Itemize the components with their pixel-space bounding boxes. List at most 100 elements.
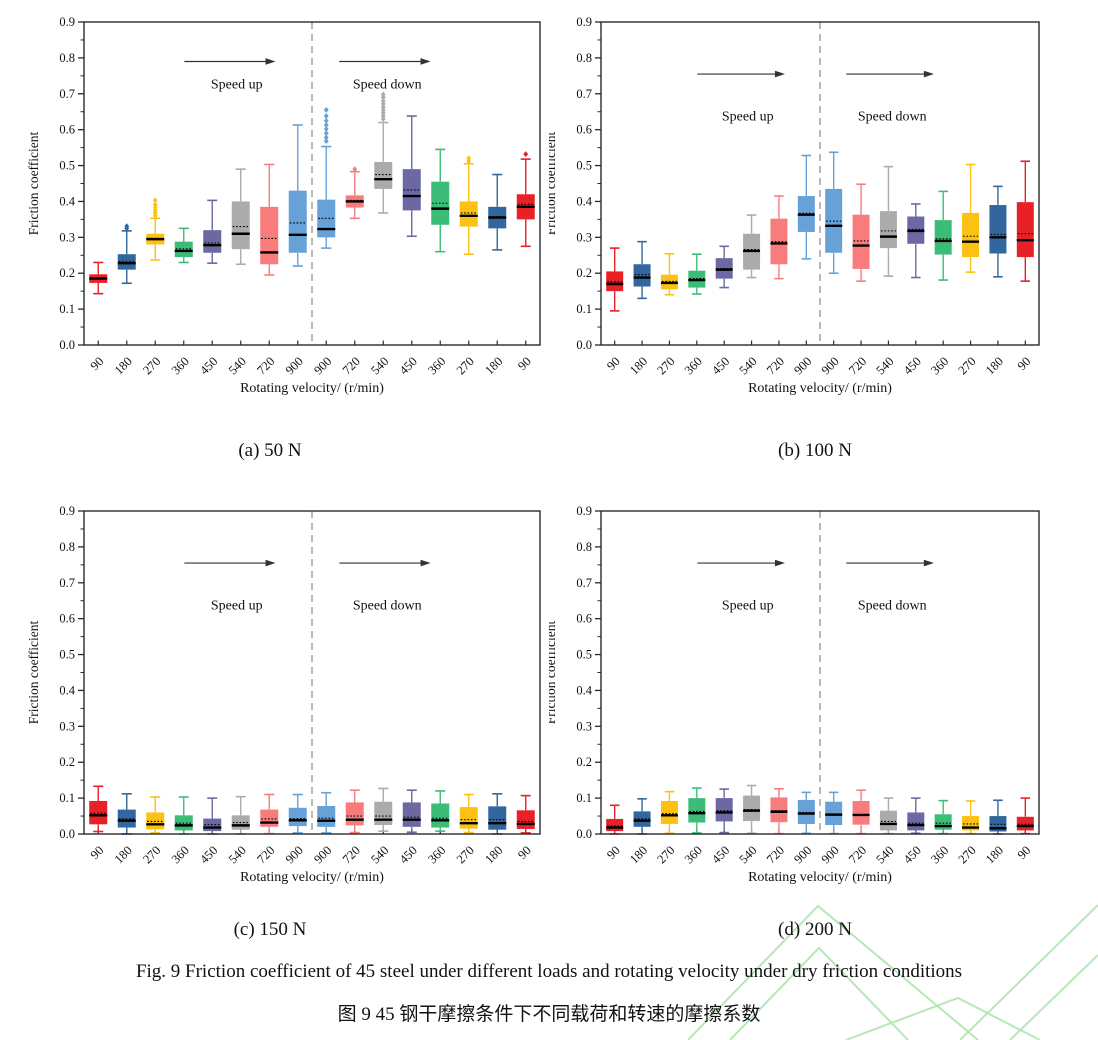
box-d-360-12 bbox=[934, 799, 952, 835]
box-a-270-2 bbox=[146, 197, 165, 261]
x-tick-label: 180 bbox=[482, 843, 505, 866]
subplot-label-d: (d) 200 N bbox=[778, 919, 852, 940]
x-tick-label: 180 bbox=[983, 354, 1006, 377]
speed-up-label: Speed up bbox=[722, 599, 774, 614]
y-tick-label: 0.0 bbox=[59, 827, 75, 841]
y-tick-label: 0.9 bbox=[576, 504, 592, 518]
figure-caption-english: Fig. 9 Friction coefficient of 45 steel … bbox=[135, 961, 963, 982]
chart-b-svg: Speed up Speed down0.00.10.20.30.40.50.60… bbox=[543, 15, 1040, 396]
outlier-marker bbox=[523, 151, 529, 158]
y-axis-title: Friction coefficient bbox=[26, 620, 41, 724]
y-tick-label: 0.5 bbox=[576, 159, 592, 173]
box-d-720-9 bbox=[852, 789, 870, 835]
box-a-90-15 bbox=[516, 151, 535, 248]
box-d-900-8 bbox=[825, 791, 843, 835]
y-tick-label: 0.8 bbox=[59, 540, 75, 554]
x-tick-label: 270 bbox=[956, 843, 979, 866]
x-tick-label: 270 bbox=[140, 843, 163, 866]
speed-down-label: Speed down bbox=[353, 599, 422, 614]
y-tick-label: 0.9 bbox=[59, 15, 75, 29]
box-a-900-8 bbox=[317, 106, 336, 249]
speed-up-label: Speed up bbox=[211, 599, 263, 614]
box-a-540-10 bbox=[374, 91, 393, 214]
box-a-450-4 bbox=[203, 199, 222, 264]
x-tick-label: 270 bbox=[454, 843, 477, 866]
chart-c-svg: Speed up Speed down0.00.10.20.30.40.50.60… bbox=[26, 504, 541, 885]
box-c-90-0 bbox=[89, 785, 108, 833]
box-a-450-11 bbox=[402, 115, 421, 238]
y-tick-label: 0.7 bbox=[576, 87, 592, 101]
outlier-marker bbox=[380, 113, 386, 120]
y-axis-title: Friction coefficient bbox=[549, 620, 558, 724]
box-a-360-12 bbox=[431, 148, 450, 253]
x-tick-label: 360 bbox=[682, 843, 705, 866]
y-axis-title: Friction coefficient bbox=[549, 131, 558, 235]
subplot-label-b: (b) 100 N bbox=[778, 440, 852, 461]
box-d-450-4 bbox=[715, 788, 733, 834]
y-axis-title: Friction coefficient bbox=[26, 131, 41, 235]
x-tick-label: 450 bbox=[901, 354, 924, 377]
x-tick-label: 270 bbox=[956, 354, 979, 377]
box-a-900-7 bbox=[288, 124, 307, 267]
outlier-marker bbox=[323, 117, 329, 124]
x-axis-title: Rotating velocity/ (r/min) bbox=[748, 870, 892, 885]
y-tick-label: 0.4 bbox=[576, 194, 592, 208]
x-tick-label: 360 bbox=[169, 354, 192, 377]
x-tick-label: 720 bbox=[340, 843, 363, 866]
y-tick-label: 0.2 bbox=[59, 266, 75, 280]
x-tick-label: 360 bbox=[425, 354, 448, 377]
outlier-marker bbox=[380, 104, 386, 111]
box-b-540-5 bbox=[743, 214, 761, 279]
outlier-marker bbox=[323, 125, 329, 132]
chart-panel-b: Speed up Speed down 0.0 0.1 0.2 0.3 0.4 0.5 0.6 0… bbox=[543, 0, 1098, 430]
box-a-360-3 bbox=[174, 227, 193, 264]
box-b-450-11 bbox=[907, 203, 925, 279]
speed-up-arrow bbox=[184, 559, 276, 567]
speed-up-label: Speed up bbox=[722, 110, 774, 125]
y-tick-label: 0.7 bbox=[59, 576, 75, 590]
box-b-900-8 bbox=[825, 151, 843, 275]
box-b-360-3 bbox=[688, 253, 706, 295]
chart-d-svg: Speed up Speed down0.00.10.20.30.40.50.60… bbox=[543, 504, 1040, 885]
box-a-90-0 bbox=[89, 261, 108, 295]
y-tick-label: 0.1 bbox=[59, 302, 75, 316]
box-c-900-7 bbox=[288, 793, 307, 834]
box-b-720-9 bbox=[852, 183, 870, 282]
x-tick-label: 540 bbox=[737, 843, 760, 866]
plot-frame bbox=[83, 21, 541, 346]
chart-panel-c: Speed up Speed down 0.0 0.1 0.2 0.3 0.4 0.5 0.6 0… bbox=[0, 489, 549, 919]
box-d-360-3 bbox=[688, 787, 706, 834]
outlier-marker bbox=[380, 97, 386, 104]
y-tick-label: 0.6 bbox=[59, 123, 75, 137]
x-tick-label: 450 bbox=[197, 354, 220, 377]
x-axis: 90 180 270 360 450 540 720 900 900 720 540 450 360 27… bbox=[88, 829, 534, 866]
x-tick-label: 270 bbox=[654, 354, 677, 377]
box-d-540-10 bbox=[879, 797, 897, 835]
chart-panel-a: Speed up Speed down 0.0 0.1 0.2 0.3 0.4 0.5 0.6 0… bbox=[0, 0, 549, 430]
x-tick-label: 450 bbox=[709, 843, 732, 866]
x-tick-label: 180 bbox=[112, 354, 135, 377]
x-tick-label: 900 bbox=[819, 843, 842, 866]
x-tick-label: 360 bbox=[928, 354, 951, 377]
box-c-90-15 bbox=[516, 794, 535, 834]
box-b-450-4 bbox=[715, 245, 733, 289]
x-tick-label: 180 bbox=[482, 354, 505, 377]
y-tick-label: 0.5 bbox=[59, 159, 75, 173]
box-b-180-14 bbox=[989, 185, 1007, 278]
x-tick-label: 360 bbox=[425, 843, 448, 866]
y-tick-label: 0.0 bbox=[59, 338, 75, 352]
box-b-90-0 bbox=[606, 247, 624, 312]
x-tick-label: 90 bbox=[515, 843, 534, 862]
x-tick-label: 450 bbox=[901, 843, 924, 866]
box-d-90-15 bbox=[1016, 797, 1034, 835]
box-c-540-10 bbox=[374, 787, 393, 832]
outlier-marker bbox=[323, 106, 329, 113]
x-tick-label: 90 bbox=[88, 354, 107, 373]
y-tick-label: 0.2 bbox=[576, 755, 592, 769]
box-a-180-14 bbox=[488, 173, 507, 251]
outlier-marker bbox=[152, 197, 158, 204]
box-c-360-3 bbox=[174, 796, 193, 835]
x-tick-label: 540 bbox=[226, 843, 249, 866]
y-axis: 0.0 0.1 0.2 0.3 0.4 0.5 0.6 0.7 0.8 0.9 bbox=[59, 15, 84, 352]
